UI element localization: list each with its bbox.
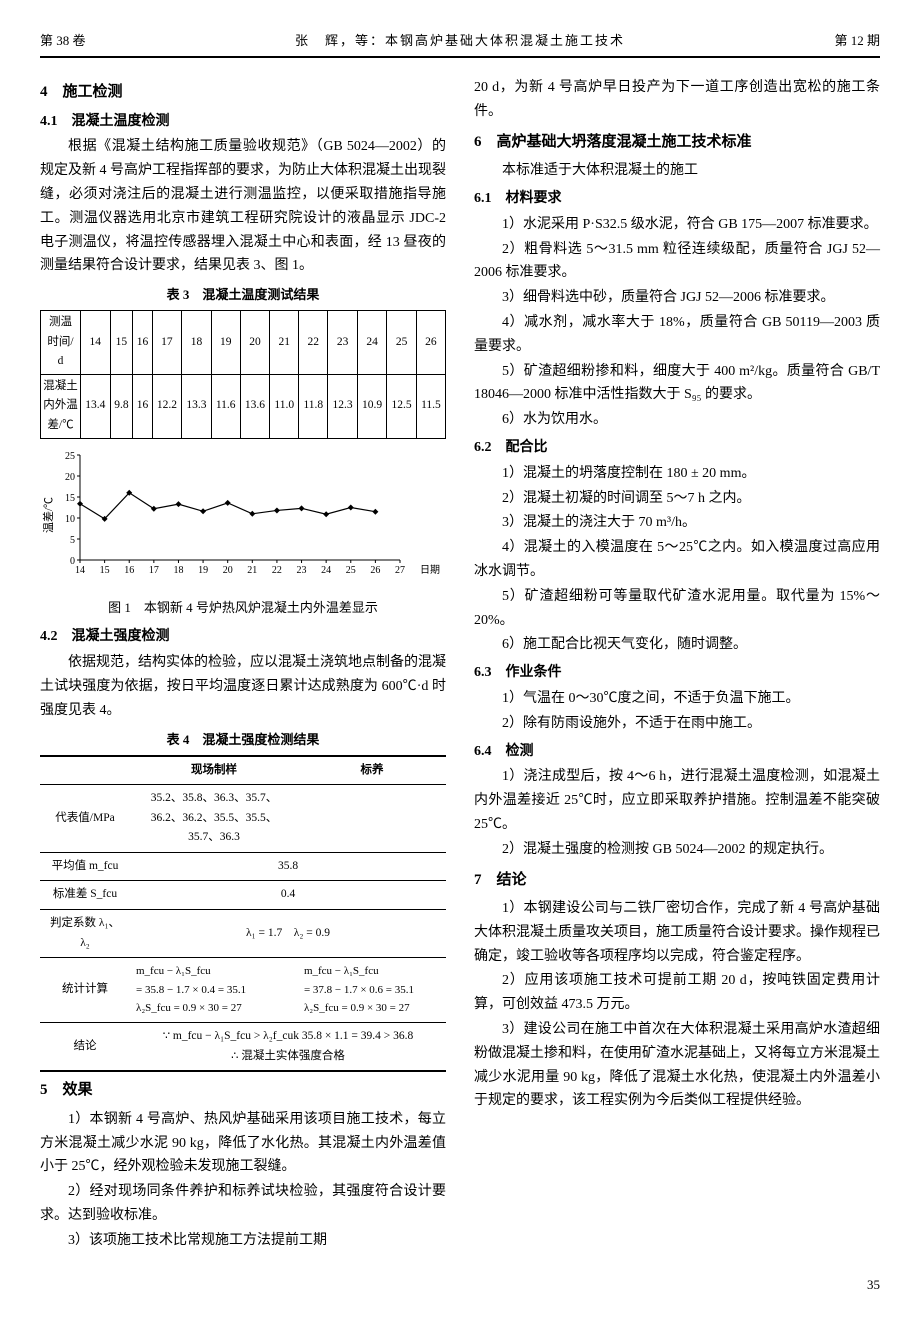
s61-item5: 5）矿渣超细粉掺和料，细度大于 400 m²/kg。质量符合 GB/T 1804… bbox=[474, 360, 880, 408]
page-header: 第 38 卷 张 辉，等：本钢高炉基础大体积混凝土施工技术 第 12 期 bbox=[40, 30, 880, 58]
s62-item4: 4）混凝土的入模温度在 5～25℃之内。如入模温度过高应用冰水调节。 bbox=[474, 536, 880, 584]
section-6-2-title: 6.2 配合比 bbox=[474, 436, 880, 460]
s7-item2: 2）应用该项施工技术可提前工期 20 d，按吨铁固定费用计算，可创效益 473.… bbox=[474, 969, 880, 1017]
right-top-continuation: 20 d，为新 4 号高炉早日投产为下一道工序创造出宽松的施工条件。 bbox=[474, 76, 880, 124]
header-title: 张 辉，等：本钢高炉基础大体积混凝土施工技术 bbox=[295, 30, 625, 52]
s7-item1: 1）本钢建设公司与二铁厂密切合作，完成了新 4 号高炉基础大体积混凝土质量攻关项… bbox=[474, 897, 880, 968]
s5-item2: 2）经对现场同条件养护和标养试块检验，其强度符合设计要求。达到验收标准。 bbox=[40, 1180, 446, 1228]
svg-text:15: 15 bbox=[100, 565, 110, 576]
page-number: 35 bbox=[40, 1274, 880, 1296]
section-4-2-title: 4.2 混凝土强度检测 bbox=[40, 625, 446, 649]
s61-item6: 6）水为饮用水。 bbox=[474, 408, 880, 432]
s62-item6: 6）施工配合比视天气变化，随时调整。 bbox=[474, 633, 880, 657]
section-5-title: 5 效果 bbox=[40, 1078, 446, 1104]
figure1-caption: 图 1 本钢新 4 号炉热风炉混凝土内外温差显示 bbox=[40, 597, 446, 619]
table3-header-row: 测温 时间/ d 14 15 16 17 18 19 20 21 22 23 2… bbox=[41, 311, 446, 375]
s61-item3: 3）细骨料选中砂，质量符合 JGJ 52—2006 标准要求。 bbox=[474, 286, 880, 310]
table3-row2-head: 混凝土 内外温 差/℃ bbox=[41, 374, 81, 438]
svg-text:10: 10 bbox=[65, 514, 75, 525]
table3: 测温 时间/ d 14 15 16 17 18 19 20 21 22 23 2… bbox=[40, 310, 446, 438]
para-4-2: 依据规范，结构实体的检验，应以混凝土浇筑地点制备的混凝土试块强度为依据，按日平均… bbox=[40, 651, 446, 722]
svg-text:15: 15 bbox=[65, 493, 75, 504]
table4-row-calc: 统计计算 m_fcu − λ₁S_fcu = 35.8 − 1.7 × 0.4 … bbox=[40, 958, 446, 1023]
svg-text:22: 22 bbox=[272, 565, 282, 576]
s6-intro: 本标准适于大体积混凝土的施工 bbox=[474, 159, 880, 183]
s62-item5: 5）矿渣超细粉可等量取代矿渣水泥用量。取代量为 15%～20%。 bbox=[474, 585, 880, 633]
table4-row-stddev: 标准差 S_fcu 0.4 bbox=[40, 881, 446, 910]
figure1-chart: 05101520251415161718192021222324252627温差… bbox=[40, 445, 446, 594]
svg-text:25: 25 bbox=[346, 565, 356, 576]
s62-item2: 2）混凝土初凝的时间调至 5～7 h 之内。 bbox=[474, 487, 880, 511]
svg-text:温差/℃: 温差/℃ bbox=[41, 497, 55, 533]
header-volume: 第 38 卷 bbox=[40, 30, 86, 52]
s62-item3: 3）混凝土的浇注大于 70 m³/h。 bbox=[474, 511, 880, 535]
svg-text:16: 16 bbox=[124, 565, 134, 576]
s5-item1: 1）本钢新 4 号高炉、热风炉基础采用该项目施工技术，每立方米混凝土减少水泥 9… bbox=[40, 1108, 446, 1179]
table4: 现场制样 标养 代表值/MPa 35.2、35.8、36.3、35.7、 36.… bbox=[40, 755, 446, 1073]
svg-text:20: 20 bbox=[223, 565, 233, 576]
section-6-title: 6 高炉基础大坍落度混凝土施工技术标准 bbox=[474, 130, 880, 156]
s61-item4: 4）减水剂，减水率大于 18%，质量符合 GB 50119—2003 质量要求。 bbox=[474, 311, 880, 359]
section-6-1-title: 6.1 材料要求 bbox=[474, 187, 880, 211]
s62-item1: 1）混凝土的坍落度控制在 180 ± 20 mm。 bbox=[474, 462, 880, 486]
table4-header: 现场制样 标养 bbox=[40, 756, 446, 785]
svg-text:24: 24 bbox=[321, 565, 331, 576]
s63-item2: 2）除有防雨设施外，不适于在雨中施工。 bbox=[474, 712, 880, 736]
s5-item3: 3）该项施工技术比常规施工方法提前工期 bbox=[40, 1229, 446, 1253]
para-4-1: 根据《混凝土结构施工质量验收规范》（GB 5024—2002）的规定及新 4 号… bbox=[40, 135, 446, 278]
s64-item2: 2）混凝土强度的检测按 GB 5024—2002 的规定执行。 bbox=[474, 838, 880, 862]
section-4-title: 4 施工检测 bbox=[40, 80, 446, 106]
two-column-layout: 4 施工检测 4.1 混凝土温度检测 根据《混凝土结构施工质量验收规范》（GB … bbox=[40, 74, 880, 1253]
section-6-4-title: 6.4 检测 bbox=[474, 740, 880, 764]
left-column: 4 施工检测 4.1 混凝土温度检测 根据《混凝土结构施工质量验收规范》（GB … bbox=[40, 74, 446, 1253]
section-7-title: 7 结论 bbox=[474, 868, 880, 894]
svg-text:17: 17 bbox=[149, 565, 159, 576]
svg-text:19: 19 bbox=[198, 565, 208, 576]
s61-item1: 1）水泥采用 P·S32.5 级水泥，符合 GB 175—2007 标准要求。 bbox=[474, 213, 880, 237]
table4-row-lambda: 判定系数 λ₁、λ₂ λ₁ = 1.7 λ₂ = 0.9 bbox=[40, 910, 446, 958]
svg-text:14: 14 bbox=[75, 565, 85, 576]
table3-caption: 表 3 混凝土温度测试结果 bbox=[40, 284, 446, 306]
svg-text:日期/d: 日期/d bbox=[420, 564, 440, 576]
svg-text:5: 5 bbox=[70, 535, 75, 546]
svg-text:27: 27 bbox=[395, 565, 405, 576]
svg-text:21: 21 bbox=[247, 565, 257, 576]
table3-row-head: 测温 时间/ d bbox=[41, 311, 81, 375]
table4-caption: 表 4 混凝土强度检测结果 bbox=[40, 729, 446, 751]
s64-item1: 1）浇注成型后，按 4～6 h，进行混凝土温度检测，如混凝土内外温差接近 25℃… bbox=[474, 765, 880, 836]
svg-text:26: 26 bbox=[370, 565, 380, 576]
section-6-3-title: 6.3 作业条件 bbox=[474, 661, 880, 685]
table3-data-row: 混凝土 内外温 差/℃ 13.4 9.8 16 12.2 13.3 11.6 1… bbox=[41, 374, 446, 438]
table4-row-repvalues: 代表值/MPa 35.2、35.8、36.3、35.7、 36.2、36.2、3… bbox=[40, 785, 446, 853]
s61-item2: 2）粗骨料选 5～31.5 mm 粒径连续级配，质量符合 JGJ 52—2006… bbox=[474, 238, 880, 286]
table4-row-conclusion: 结论 ∵ m_fcu − λ₁S_fcu > λ₂f_cuk 35.8 × 1.… bbox=[40, 1023, 446, 1072]
svg-text:25: 25 bbox=[65, 451, 75, 462]
svg-text:20: 20 bbox=[65, 472, 75, 483]
header-issue: 第 12 期 bbox=[834, 30, 880, 52]
s7-item3: 3）建设公司在施工中首次在大体积混凝土采用高炉水渣超细粉做混凝土掺和料，在使用矿… bbox=[474, 1018, 880, 1113]
svg-text:23: 23 bbox=[297, 565, 307, 576]
right-column: 20 d，为新 4 号高炉早日投产为下一道工序创造出宽松的施工条件。 6 高炉基… bbox=[474, 74, 880, 1253]
section-4-1-title: 4.1 混凝土温度检测 bbox=[40, 110, 446, 134]
table4-row-mean: 平均值 m_fcu 35.8 bbox=[40, 852, 446, 881]
s63-item1: 1）气温在 0～30℃度之间，不适于负温下施工。 bbox=[474, 687, 880, 711]
svg-text:18: 18 bbox=[173, 565, 183, 576]
line-chart-svg: 05101520251415161718192021222324252627温差… bbox=[40, 445, 440, 585]
